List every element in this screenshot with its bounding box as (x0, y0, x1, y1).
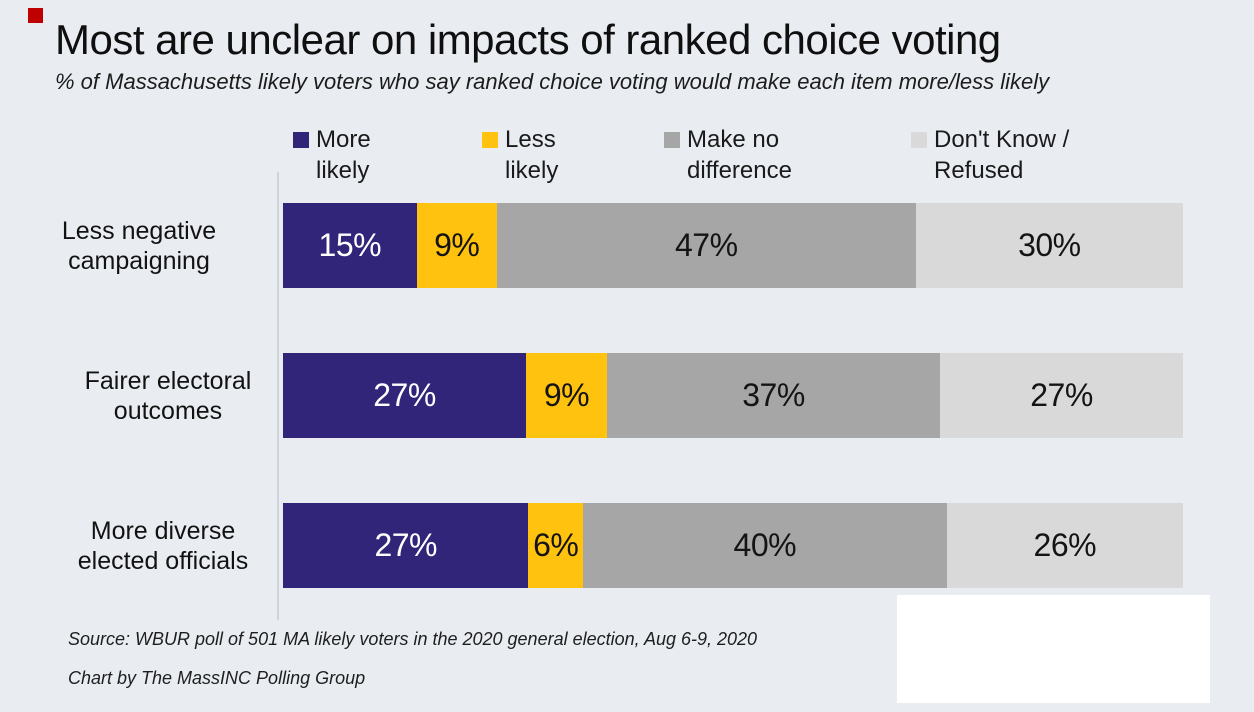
chart-title: Most are unclear on impacts of ranked ch… (55, 16, 1001, 63)
bar-segment: 37% (607, 353, 940, 438)
y-axis-line (277, 172, 279, 620)
bar-value-label: 40% (733, 527, 797, 563)
logo-placeholder-box (897, 595, 1210, 703)
chart-subtitle: % of Massachusetts likely voters who say… (55, 69, 1050, 94)
legend-item-1: Less likely (482, 124, 558, 186)
brand-accent-square (28, 8, 43, 23)
bar-segment: 27% (940, 353, 1183, 438)
bar-row-1: 27% 9% 37% 27% (283, 353, 1183, 438)
legend-swatch-icon (911, 132, 927, 148)
bar-segment: 9% (416, 203, 497, 288)
bar-value-label: 30% (1018, 227, 1081, 263)
bar-segment: 27% (283, 353, 526, 438)
bar-value-label: 9% (434, 227, 480, 263)
bar-segment: 30% (915, 203, 1183, 288)
bar-value-label: 6% (533, 527, 579, 563)
bar-value-label: 15% (318, 227, 382, 263)
bar-segment: 6% (528, 503, 583, 588)
legend-item-3: Don't Know / Refused (911, 124, 1069, 186)
bar-value-label: 27% (374, 527, 437, 563)
bar-segment: 26% (946, 503, 1183, 588)
bar-value-label: 27% (373, 377, 436, 413)
credit-note: Chart by The MassINC Polling Group (68, 668, 366, 688)
bar-segment: 15% (283, 203, 417, 288)
legend-label: Don't Know / Refused (934, 126, 1070, 184)
legend-item-0: More likely (293, 124, 371, 186)
bar-segment: 9% (526, 353, 607, 438)
bar-value-label: 37% (742, 377, 805, 413)
legend-label: More likely (316, 126, 371, 184)
legend-label: Less likely (505, 126, 559, 184)
bar-segment: 27% (283, 503, 529, 588)
bar-value-label: 26% (1033, 527, 1097, 563)
legend-swatch-icon (482, 132, 498, 148)
bar-value-label: 27% (1030, 377, 1093, 413)
bar-segment: 40% (583, 503, 947, 588)
legend-item-2: Make no difference (664, 124, 792, 186)
bar-value-label: 9% (543, 377, 590, 413)
bar-segment: 47% (496, 203, 916, 288)
source-note: Source: WBUR poll of 501 MA likely voter… (68, 629, 758, 649)
category-label-1: Fairer electoral outcomes (84, 366, 252, 425)
bar-row-0: 15% 9% 47% 30% (283, 203, 1183, 288)
bar-value-label: 47% (674, 227, 738, 263)
category-label-0: Less negative campaigning (61, 216, 217, 275)
bar-row-2: 27% 6% 40% 26% (283, 503, 1183, 588)
legend-swatch-icon (664, 132, 680, 148)
legend-swatch-icon (293, 132, 309, 148)
legend-label: Make no difference (687, 126, 792, 184)
category-label-2: More diverse elected officials (77, 516, 249, 575)
